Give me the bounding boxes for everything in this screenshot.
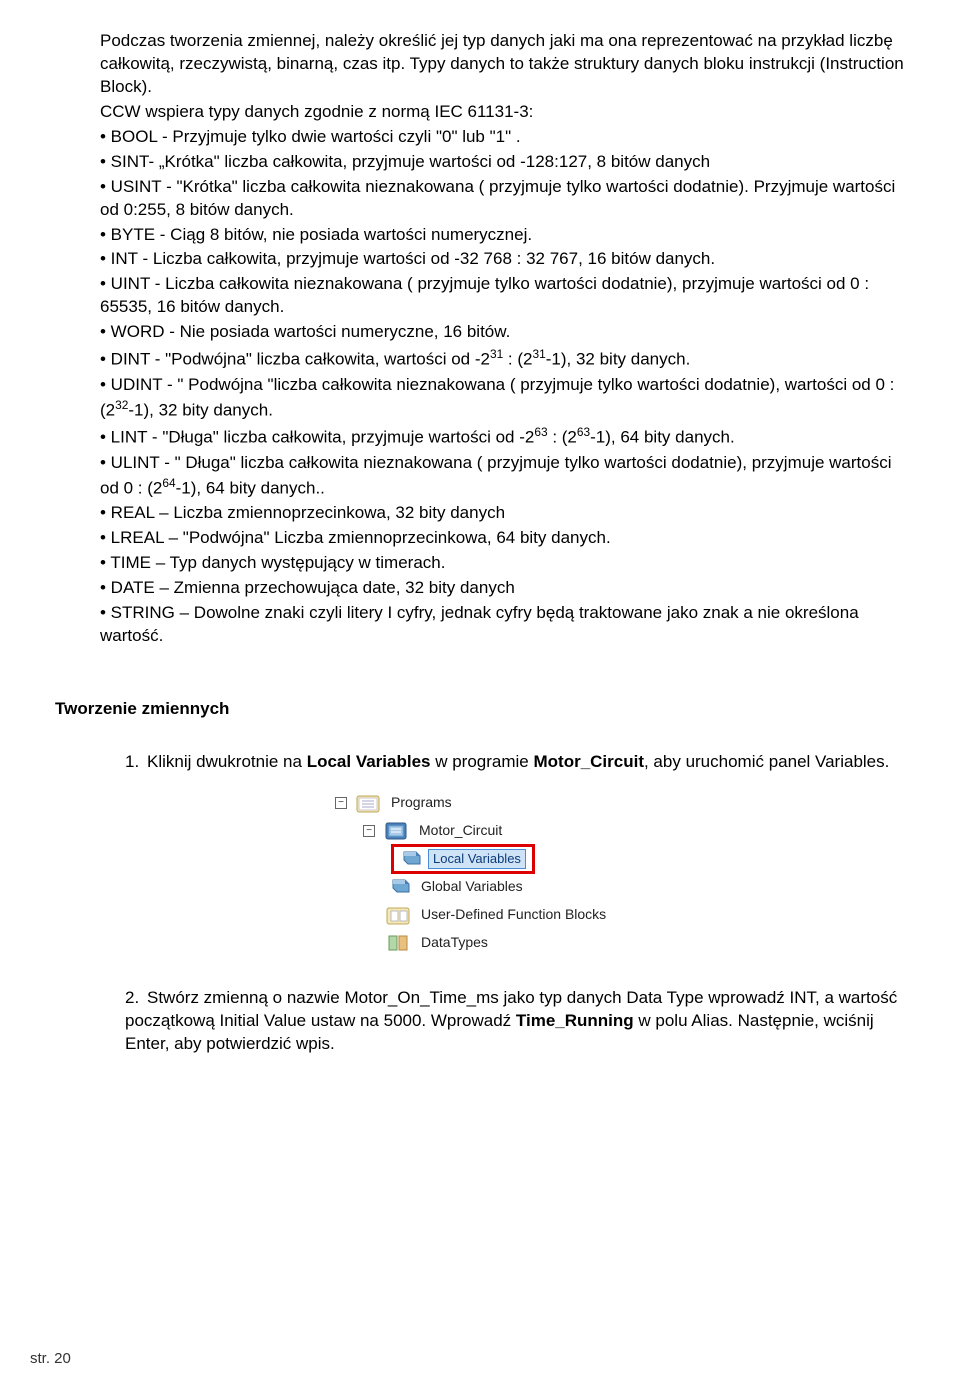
- datatypes-icon: [385, 932, 413, 954]
- bullet-real: • REAL – Liczba zmiennoprzecinkowa, 32 b…: [100, 502, 905, 525]
- local-variables-icon: [396, 848, 424, 870]
- bullet-time: • TIME – Typ danych występujący w timera…: [100, 552, 905, 575]
- global-variables-icon: [385, 876, 413, 898]
- dint-sup1: 31: [490, 347, 503, 361]
- bullet-int: • INT - Liczba całkowita, przyjmuje wart…: [100, 248, 905, 271]
- step-1: 1.Kliknij dwukrotnie na Local Variables …: [55, 751, 905, 774]
- lint-post: -1), 64 bity danych.: [590, 428, 735, 447]
- intro-paragraph-2: CCW wspiera typy danych zgodnie z normą …: [100, 101, 905, 124]
- step-2: 2.Stwórz zmienną o nazwie Motor_On_Time_…: [55, 987, 905, 1056]
- dint-post: -1), 32 bity danych.: [546, 350, 691, 369]
- udint-post: -1), 32 bity danych.: [128, 400, 273, 419]
- step-1-bold-a: Local Variables: [307, 752, 431, 771]
- bullet-bool: • BOOL - Przyjmuje tylko dwie wartości c…: [100, 126, 905, 149]
- tree-highlight-local-variables: Local Variables: [391, 844, 535, 874]
- intro-paragraph-1: Podczas tworzenia zmiennej, należy okreś…: [100, 30, 905, 99]
- tree-label-datatypes[interactable]: DataTypes: [421, 933, 488, 952]
- dint-pre: • DINT - "Podwójna" liczba całkowita, wa…: [100, 350, 490, 369]
- bullet-usint: • USINT - "Krótka" liczba całkowita niez…: [100, 176, 905, 222]
- lint-sup2: 63: [577, 425, 590, 439]
- ulint-post: -1), 64 bity danych..: [176, 479, 325, 498]
- udfb-icon: [385, 904, 413, 926]
- bullet-lreal: • LREAL – "Podwójna" Liczba zmiennoprzec…: [100, 527, 905, 550]
- udint-sup: 32: [115, 398, 128, 412]
- tree-label-motor[interactable]: Motor_Circuit: [419, 821, 502, 840]
- section-title: Tworzenie zmiennych: [55, 698, 905, 721]
- ulint-sup: 64: [162, 476, 175, 490]
- page-number: str. 20: [30, 1349, 71, 1369]
- bullet-uint: • UINT - Liczba całkowita nieznakowana (…: [100, 273, 905, 319]
- step-2-bold: Time_Running: [516, 1011, 634, 1030]
- tree-label-local-variables[interactable]: Local Variables: [428, 849, 526, 869]
- dint-mid: : (2: [503, 350, 532, 369]
- tree-toggle-programs[interactable]: −: [335, 797, 347, 809]
- bullet-dint: • DINT - "Podwójna" liczba całkowita, wa…: [100, 346, 905, 372]
- bullet-word: • WORD - Nie posiada wartości numeryczne…: [100, 321, 905, 344]
- lint-mid: : (2: [548, 428, 577, 447]
- lint-sup1: 63: [534, 425, 547, 439]
- dint-sup2: 31: [533, 347, 546, 361]
- lint-pre: • LINT - "Długa" liczba całkowita, przyj…: [100, 428, 534, 447]
- bullet-ulint: • ULINT - " Długa" liczba całkowita niez…: [100, 452, 905, 501]
- bullet-sint: • SINT- „Krótka" liczba całkowita, przyj…: [100, 151, 905, 174]
- step-2-num: 2.: [125, 987, 147, 1010]
- step-1-num: 1.: [125, 751, 147, 774]
- tree-label-udfb[interactable]: User-Defined Function Blocks: [421, 905, 606, 924]
- bullet-string: • STRING – Dowolne znaki czyli litery I …: [100, 602, 905, 648]
- tree-toggle-motor[interactable]: −: [363, 825, 375, 837]
- tree-label-global-variables[interactable]: Global Variables: [421, 877, 523, 896]
- step-1-bold-b: Motor_Circuit: [533, 752, 644, 771]
- bullet-udint: • UDINT - " Podwójna "liczba całkowita n…: [100, 374, 905, 423]
- step-1-text-b: w programie: [431, 752, 534, 771]
- tree-label-programs[interactable]: Programs: [391, 793, 452, 812]
- bullet-byte: • BYTE - Ciąg 8 bitów, nie posiada warto…: [100, 224, 905, 247]
- step-1-text-a: Kliknij dwukrotnie na: [147, 752, 307, 771]
- bullet-lint: • LINT - "Długa" liczba całkowita, przyj…: [100, 424, 905, 450]
- tree-screenshot: − Programs − Motor_Circuit Local Variabl…: [335, 789, 625, 957]
- step-1-text-c: , aby uruchomić panel Variables.: [644, 752, 889, 771]
- bullet-date: • DATE – Zmienna przechowująca date, 32 …: [100, 577, 905, 600]
- program-motor-icon: [383, 820, 411, 842]
- folder-programs-icon: [355, 792, 383, 814]
